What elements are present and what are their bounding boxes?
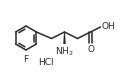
Text: HCl: HCl: [38, 58, 54, 67]
Text: F: F: [23, 55, 29, 64]
Text: NH$_2$: NH$_2$: [55, 46, 74, 58]
Text: O: O: [87, 45, 94, 54]
Polygon shape: [63, 32, 66, 44]
Text: OH: OH: [102, 22, 115, 31]
